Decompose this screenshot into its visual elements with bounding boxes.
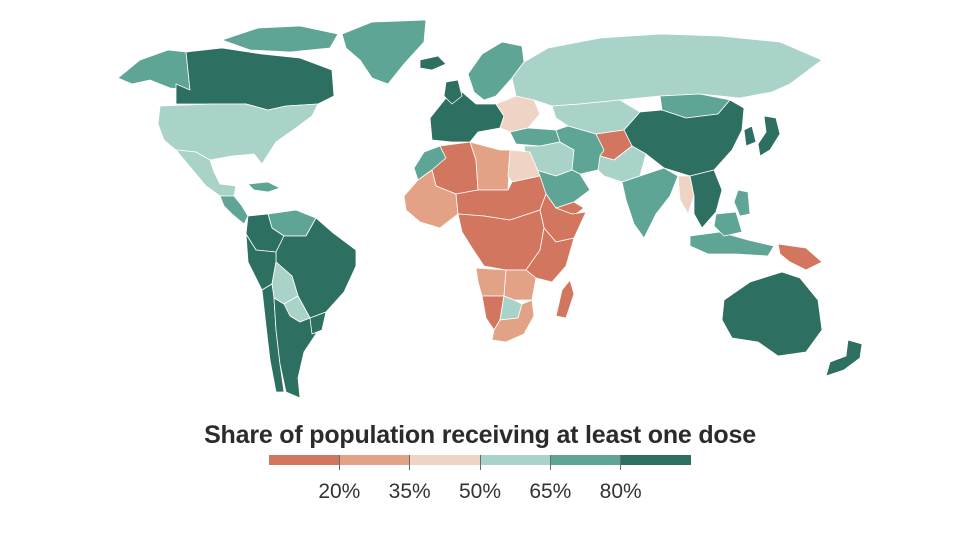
legend-label: 20% bbox=[318, 480, 361, 503]
region-eastern-europe bbox=[495, 95, 541, 133]
legend-tick bbox=[620, 455, 622, 470]
legend-label: 65% bbox=[529, 480, 572, 503]
legend-label: 35% bbox=[388, 480, 431, 503]
region-japan bbox=[757, 115, 781, 157]
legend-tick bbox=[338, 455, 340, 470]
region-chile bbox=[261, 283, 285, 393]
region-south-africa bbox=[491, 299, 535, 343]
region-australia bbox=[721, 271, 823, 357]
region-myanmar bbox=[677, 175, 695, 215]
legend-tick bbox=[549, 455, 551, 470]
region-indonesia bbox=[689, 231, 775, 257]
legend-title: Share of population receiving at least o… bbox=[204, 421, 756, 449]
region-arctic-islands bbox=[221, 25, 339, 53]
legend-swatch bbox=[620, 455, 691, 465]
region-western-europe bbox=[429, 91, 505, 143]
legend-swatch bbox=[269, 455, 340, 465]
region-canada bbox=[175, 47, 335, 111]
region-central-africa bbox=[457, 209, 545, 271]
region-southeast-asia bbox=[689, 169, 723, 229]
region-new-zealand bbox=[825, 339, 863, 377]
region-united-states bbox=[157, 103, 319, 165]
legend-swatch bbox=[479, 455, 551, 465]
region-iceland bbox=[419, 55, 447, 71]
legend-tick bbox=[409, 455, 411, 470]
region-caribbean bbox=[247, 181, 281, 193]
region-philippines bbox=[733, 189, 751, 217]
region-angola bbox=[475, 267, 507, 297]
region-borneo bbox=[713, 211, 743, 237]
region-argentina bbox=[273, 297, 317, 399]
region-mexico bbox=[175, 149, 237, 197]
region-papua-new-guinea bbox=[777, 243, 823, 271]
region-central-america bbox=[219, 195, 249, 225]
region-zambia bbox=[503, 269, 537, 301]
region-uruguay bbox=[309, 311, 327, 335]
region-russia bbox=[511, 33, 823, 107]
legend-swatch bbox=[409, 455, 480, 465]
legend-swatch bbox=[550, 455, 621, 465]
map-land-layer bbox=[117, 19, 863, 399]
region-alaska bbox=[117, 49, 191, 91]
region-uk bbox=[443, 79, 463, 105]
legend-label: 80% bbox=[599, 480, 642, 503]
legend-tick bbox=[479, 455, 481, 470]
legend-color-bar bbox=[269, 455, 691, 470]
region-greenland bbox=[341, 19, 427, 85]
legend-swatch bbox=[339, 455, 410, 465]
region-india bbox=[621, 167, 679, 239]
region-china bbox=[623, 99, 745, 177]
region-korea bbox=[743, 125, 757, 147]
world-map bbox=[117, 19, 863, 399]
region-madagascar bbox=[555, 279, 575, 319]
legend-label: 50% bbox=[458, 480, 502, 503]
